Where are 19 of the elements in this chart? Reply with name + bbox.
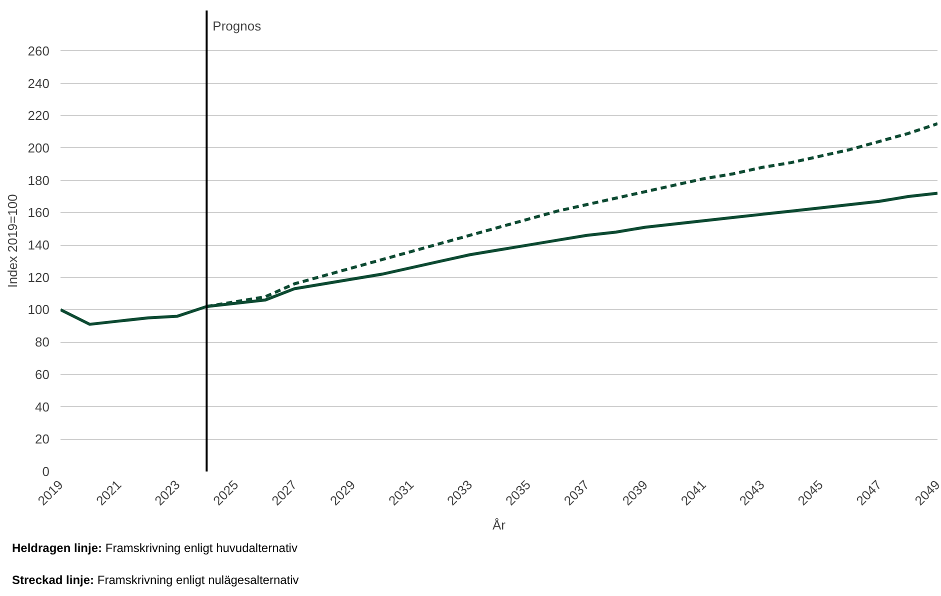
- y-tick-label: 60: [35, 366, 50, 382]
- y-tick-label: 160: [28, 205, 50, 220]
- text: Streckad linje: Framskrivning enligt nulägesalternativ: [12, 572, 299, 589]
- y-tick-label: 40: [35, 399, 50, 414]
- y-tick-label: 240: [28, 76, 50, 91]
- y-tick-label: 100: [28, 302, 50, 318]
- y-tick-label: 20: [35, 432, 50, 447]
- y-axis-title: Index 2019=100: [4, 194, 20, 288]
- y-tick-label: 200: [28, 140, 50, 156]
- y-tick-label: 140: [28, 238, 50, 253]
- text: Heldragen linje: Framskrivning enligt huvudalternativ: [12, 540, 298, 557]
- y-tick-label: 220: [28, 108, 50, 124]
- y-tick-label: 180: [28, 172, 50, 188]
- ref-line-label: Prognos: [212, 18, 262, 34]
- y-tick-label: 120: [28, 270, 50, 285]
- y-tick-label: 260: [28, 43, 50, 58]
- x-axis-title: År: [492, 517, 506, 532]
- y-tick-label: 80: [35, 334, 50, 350]
- y-tick-label: 0: [42, 464, 50, 479]
